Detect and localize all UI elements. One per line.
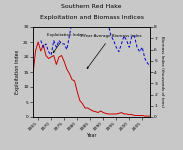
- Text: 3-Year Average Biomass Index: 3-Year Average Biomass Index: [80, 34, 141, 69]
- Y-axis label: Exploitation Index: Exploitation Index: [15, 50, 20, 94]
- Text: Exploitation Index: Exploitation Index: [47, 33, 84, 53]
- Text: Exploitation and Biomass Indices: Exploitation and Biomass Indices: [40, 15, 143, 20]
- Y-axis label: Biomass Index (thousands of tons): Biomass Index (thousands of tons): [160, 36, 164, 108]
- Text: Southern Red Hake: Southern Red Hake: [61, 4, 122, 9]
- X-axis label: Year: Year: [86, 133, 97, 138]
